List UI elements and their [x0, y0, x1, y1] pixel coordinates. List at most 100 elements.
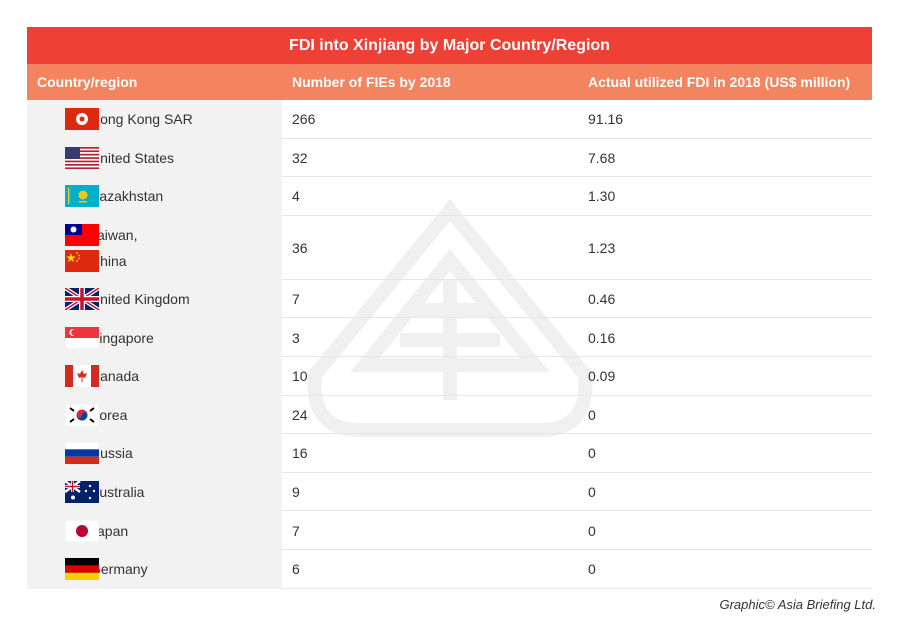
- flag-shape: [65, 572, 99, 581]
- flag-shape: [65, 155, 99, 158]
- flag: [65, 558, 99, 581]
- country-cell: Canada: [27, 357, 282, 396]
- row-divider: [27, 278, 872, 280]
- flag: [65, 403, 99, 426]
- flag-shape: [65, 151, 99, 154]
- country-cell: Hong Kong SAR: [27, 100, 282, 139]
- country-cell: Korea: [27, 395, 282, 435]
- fdi-value: 0: [588, 484, 596, 501]
- flag: [65, 223, 99, 246]
- flag-shape: [65, 158, 99, 161]
- flag: [65, 442, 99, 465]
- column-header: Country/region: [27, 64, 282, 100]
- country-name: Canada: [90, 368, 140, 385]
- country-name: Taiwan,: [90, 226, 138, 243]
- row-divider: [27, 549, 872, 550]
- country-name: Singapore: [90, 329, 154, 346]
- flag-shape: [71, 495, 75, 500]
- flag-shape: [65, 365, 73, 388]
- watermark: [307, 200, 593, 437]
- fie-count: 3: [292, 329, 300, 346]
- fdi-value: 91.16: [588, 111, 624, 128]
- flag-shape: [66, 252, 76, 262]
- country-name: United Kingdom: [90, 291, 190, 308]
- row-divider: [27, 587, 872, 589]
- flag-shape: [78, 190, 88, 200]
- fie-count: 7: [292, 522, 300, 539]
- fdi-value: 0: [588, 561, 596, 578]
- fie-count: 9: [292, 484, 300, 501]
- flag: [65, 288, 99, 311]
- flag-shape: [65, 288, 99, 311]
- column-header: Number of FIEs by 2018: [282, 64, 578, 100]
- country-name: Russia: [90, 445, 133, 462]
- flag-shape: [76, 412, 88, 421]
- flag-shape: [84, 489, 88, 493]
- country-cell: United Kingdom: [27, 279, 282, 319]
- country-name: China: [90, 252, 127, 269]
- fdi-value: 0.09: [588, 368, 616, 385]
- fie-count: 16: [292, 445, 308, 462]
- fdi-value: 0: [588, 522, 596, 539]
- fie-count: 4: [292, 188, 300, 205]
- credit: Graphic© Asia Briefing Ltd.: [719, 597, 876, 612]
- fdi-value: 1.30: [588, 188, 616, 205]
- flag-shape: [65, 148, 99, 151]
- fie-count: 32: [292, 149, 308, 166]
- flag-shape: [65, 249, 99, 272]
- flag-shape: [65, 146, 80, 159]
- country-cell: Australia: [27, 472, 282, 512]
- flag-shape: [79, 201, 87, 203]
- watermark-outline: [307, 200, 593, 437]
- fie-count: 6: [292, 561, 300, 578]
- fdi-value: 7.68: [588, 149, 616, 166]
- country-cell: Russia: [27, 434, 282, 473]
- fdi-value: 0.46: [588, 291, 616, 308]
- flag: [65, 519, 99, 542]
- fie-count: 7: [292, 291, 300, 308]
- flag: [65, 365, 99, 388]
- title: FDI into Xinjiang by Major Country/Regio…: [27, 27, 872, 64]
- country-cell: Japan: [27, 511, 282, 550]
- flag-shape: [92, 489, 96, 493]
- row-divider: [27, 433, 872, 435]
- flag: [65, 185, 99, 208]
- fdi-value: 0.16: [588, 329, 616, 346]
- flag-shape: [68, 188, 70, 205]
- flag-shape: [79, 116, 85, 122]
- flag-shape: [78, 257, 80, 260]
- country-cell: Singapore: [27, 318, 282, 357]
- flag-shape: [76, 251, 78, 254]
- country-name: Australia: [90, 484, 145, 501]
- flag-shape: [71, 328, 78, 336]
- flag: [65, 108, 99, 131]
- column-header: Actual utilized FDI in 2018 (US$ million…: [578, 64, 872, 100]
- flag-shape: [65, 449, 99, 458]
- flag-shape: [77, 370, 87, 379]
- flag-shape: [69, 407, 95, 423]
- country-name: Germany: [90, 561, 148, 578]
- watermark-lines: [400, 280, 500, 400]
- row-divider: [27, 176, 872, 178]
- fie-count: 24: [292, 406, 308, 423]
- fdi-value: 0: [588, 406, 596, 423]
- country-cell: Kazakhstan: [27, 177, 282, 216]
- watermark-logo: [307, 200, 593, 437]
- flag: [65, 481, 99, 504]
- country-name: Kazakhstan: [90, 188, 164, 205]
- flag-shape: [70, 226, 77, 233]
- row-divider: [27, 471, 872, 473]
- country-name: Hong Kong SAR: [90, 111, 193, 128]
- flag: [65, 326, 99, 349]
- fie-count: 10: [292, 368, 308, 385]
- row-divider: [27, 317, 872, 319]
- fdi-value: 1.23: [588, 239, 616, 256]
- country-name: Japan: [90, 522, 129, 539]
- country-cell: Taiwan, China: [27, 215, 282, 280]
- fie-count: 266: [292, 111, 316, 128]
- country-name: United States: [90, 149, 175, 166]
- row-divider: [27, 356, 872, 357]
- flag-shape: [88, 484, 92, 488]
- flag: [65, 249, 99, 272]
